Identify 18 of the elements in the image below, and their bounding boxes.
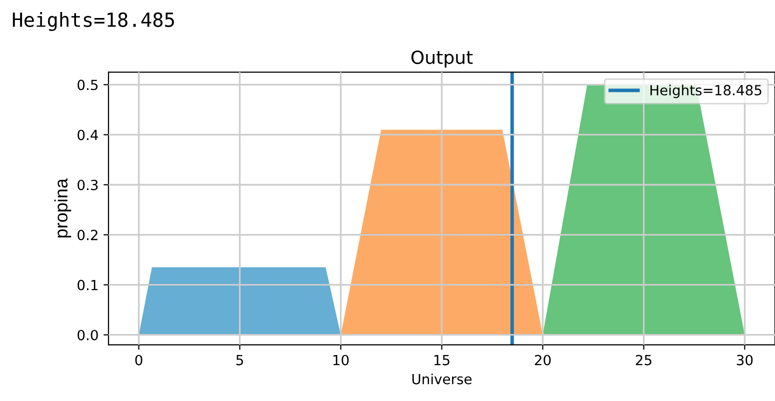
x-tick-label: 5 <box>236 355 243 366</box>
x-tick-label: 30 <box>736 354 753 366</box>
text: Heights=18.485 <box>12 12 174 31</box>
y-tick-label: 0.3 <box>78 180 98 190</box>
x-tick-label: 10 <box>333 354 349 366</box>
y-axis-title: propina <box>54 178 72 238</box>
y-tick-label: 0.5 <box>78 80 98 90</box>
y-tick-label: 0.1 <box>78 280 98 290</box>
y-tick-label: 0.4 <box>78 130 98 140</box>
x-axis-title: Universe <box>412 374 472 384</box>
x-tick-label: 15 <box>434 355 450 366</box>
x-tick-label: 25 <box>636 354 652 366</box>
y-tick-label: 0.2 <box>78 230 98 240</box>
x-tick-label: 0 <box>135 354 142 366</box>
chart-title: Output <box>411 50 473 68</box>
x-tick-label: 20 <box>534 354 551 366</box>
y-tick-label: 0.0 <box>78 330 98 340</box>
legend-label: Heights=18.485 <box>650 84 762 98</box>
